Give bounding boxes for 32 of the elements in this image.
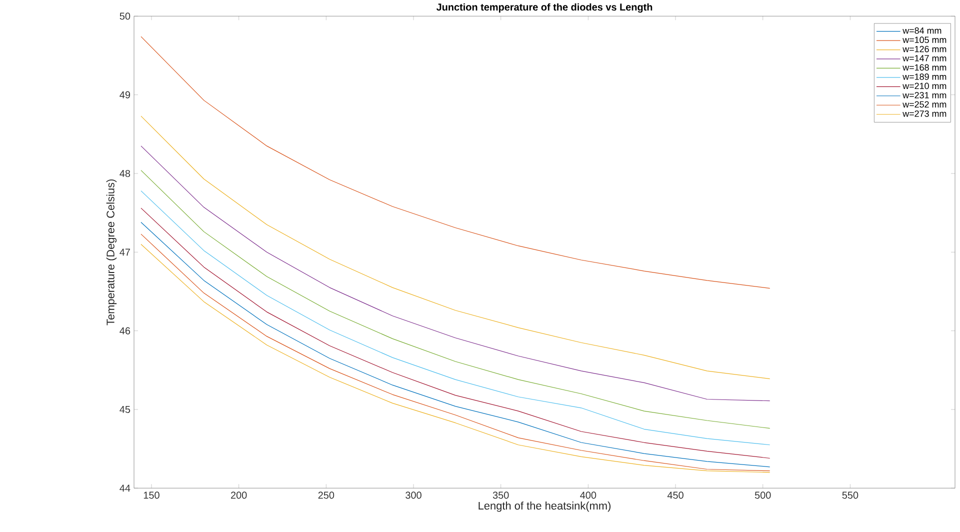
y-tick-label: 48 <box>120 170 130 177</box>
line-series <box>140 36 770 289</box>
y-tick-label: 46 <box>120 327 130 334</box>
legend-label: w=210 mm <box>902 82 946 90</box>
y-tick-label: 44 <box>120 484 130 492</box>
x-tick-label: 150 <box>144 492 160 499</box>
legend-label: w=84 mm <box>902 27 942 34</box>
line-series <box>140 116 770 380</box>
y-tick-label: 45 <box>120 406 130 413</box>
legend-label: w=189 mm <box>902 73 946 80</box>
x-tick-label: 250 <box>318 492 334 499</box>
x-axis-title: Length of the heatsink(mm) <box>478 501 611 512</box>
legend-label: w=126 mm <box>902 46 946 52</box>
legend-label: w=273 mm <box>902 110 946 117</box>
chart-title: Junction temperature of the diodes vs Length <box>436 3 652 13</box>
x-tick-label: 400 <box>580 492 596 499</box>
x-tick-label: 350 <box>492 492 509 499</box>
legend-label: w=168 mm <box>902 64 946 71</box>
legend-label: w=252 mm <box>902 101 946 108</box>
y-tick-label: 49 <box>120 91 130 98</box>
x-tick-label: 200 <box>231 492 247 499</box>
x-tick-label: 500 <box>754 492 771 499</box>
x-tick-label: 450 <box>667 492 684 499</box>
legend-label: w=147 mm <box>902 55 946 62</box>
y-axis-title: Temperature (Degree Celsius) <box>106 179 117 326</box>
x-tick-label: 550 <box>842 492 858 499</box>
line-series <box>140 146 770 402</box>
y-tick-label: 47 <box>120 248 130 256</box>
legend-label: w=105 mm <box>902 36 946 43</box>
x-tick-label: 300 <box>406 492 422 499</box>
y-tick-label: 50 <box>120 12 130 20</box>
legend-label: w=231 mm <box>902 92 946 98</box>
